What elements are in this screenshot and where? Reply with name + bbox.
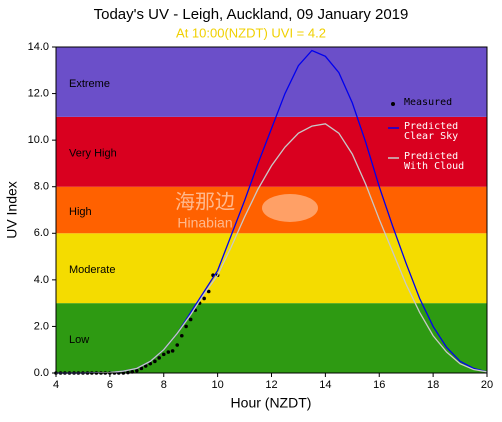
uv-band xyxy=(56,186,487,234)
measured-point xyxy=(143,364,148,368)
y-tick-label: 8.0 xyxy=(34,181,49,193)
x-tick-label: 6 xyxy=(107,379,113,391)
watermark-logo xyxy=(262,194,318,222)
band-label: Low xyxy=(69,334,89,346)
legend-entry: Predicted Clear Sky xyxy=(404,122,459,142)
band-label: High xyxy=(69,206,92,218)
x-tick-label: 14 xyxy=(319,379,331,391)
uv-band xyxy=(56,47,487,117)
band-label: Moderate xyxy=(69,264,115,276)
watermark: Hinabian xyxy=(177,215,232,231)
legend-marker xyxy=(391,102,395,106)
y-tick-label: 10.0 xyxy=(28,134,49,146)
chart-title: Today's UV - Leigh, Auckland, 09 January… xyxy=(94,6,409,23)
y-tick-label: 0.0 xyxy=(34,367,49,379)
measured-point xyxy=(170,349,175,353)
measured-point xyxy=(153,359,157,364)
legend-label: Predicted Clear Sky xyxy=(404,122,459,142)
x-tick-label: 16 xyxy=(373,379,385,391)
measured-point xyxy=(166,350,171,354)
legend-entry: Measured xyxy=(404,98,453,108)
measured-point xyxy=(175,343,180,347)
band-label: Extreme xyxy=(69,78,110,90)
y-tick-label: 4.0 xyxy=(34,274,49,286)
measured-point xyxy=(157,356,161,360)
band-label: Very High xyxy=(69,148,117,160)
measured-point xyxy=(202,296,206,301)
x-tick-label: 8 xyxy=(161,379,167,391)
y-tick-label: 12.0 xyxy=(28,87,49,99)
x-tick-label: 4 xyxy=(53,379,59,391)
uv-band xyxy=(56,233,487,304)
x-tick-label: 20 xyxy=(481,379,493,391)
measured-point xyxy=(135,368,139,373)
legend-label: Measured xyxy=(404,98,453,108)
y-axis-label: UV Index xyxy=(4,181,20,239)
measured-point xyxy=(161,352,166,357)
chart-subtitle: At 10:00(NZDT) UVI = 4.2 xyxy=(176,25,326,40)
measured-point xyxy=(188,317,193,322)
measured-point xyxy=(139,366,144,371)
series-line xyxy=(56,123,488,374)
uv-band xyxy=(56,303,487,373)
measured-point xyxy=(206,289,211,294)
x-tick-label: 12 xyxy=(265,379,277,391)
legend-entry: Predicted With Cloud xyxy=(404,152,465,172)
measured-point xyxy=(184,324,188,329)
legend-label: Predicted With Cloud xyxy=(404,152,465,172)
x-tick-label: 18 xyxy=(427,379,439,391)
y-tick-label: 14.0 xyxy=(28,41,49,53)
x-tick-label: 10 xyxy=(212,379,224,391)
measured-point xyxy=(179,333,184,338)
plot-frame xyxy=(55,46,488,374)
y-tick-label: 2.0 xyxy=(34,320,49,332)
x-axis-label: Hour (NZDT) xyxy=(231,395,312,411)
y-tick-label: 6.0 xyxy=(34,227,49,239)
watermark: 海那边 xyxy=(175,190,235,213)
measured-point xyxy=(148,361,153,366)
